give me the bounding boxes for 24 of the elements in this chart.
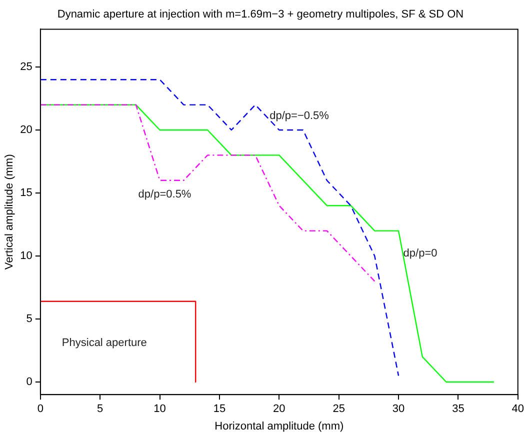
- x-tick-label: 25: [332, 403, 345, 416]
- series-label: dp/p=−0.5%: [270, 110, 330, 122]
- y-tick-label: 20: [20, 124, 32, 136]
- series-label: dp/p=0: [403, 248, 438, 260]
- x-tick-label: 20: [273, 403, 286, 416]
- y-tick-label: 10: [20, 250, 32, 262]
- y-axis-title: Vertical amplitude (mm): [4, 154, 16, 270]
- x-tick-label: 30: [392, 403, 405, 416]
- x-tick-label: 40: [512, 403, 524, 416]
- x-axis-title: Horizontal amplitude (mm): [214, 420, 344, 432]
- chart-title: Dynamic aperture at injection with m=1.69m−3 + geometry multipoles, SF & SD ON: [57, 8, 464, 21]
- x-tick-label: 35: [452, 403, 464, 416]
- y-tick-label: 5: [26, 313, 32, 326]
- y-tick-label: 25: [20, 61, 32, 74]
- x-tick-label: 10: [154, 403, 166, 416]
- y-tick-label: 15: [20, 187, 32, 200]
- x-tick-label: 0: [37, 403, 44, 416]
- line-series: [40, 104, 376, 282]
- x-tick-label: 15: [213, 403, 226, 416]
- series-label: dp/p=0.5%: [138, 188, 192, 200]
- y-tick-label: 0: [26, 376, 32, 388]
- line-series: [40, 79, 400, 376]
- annotation: Physical aperture: [62, 337, 147, 350]
- x-tick-label: 5: [97, 403, 104, 416]
